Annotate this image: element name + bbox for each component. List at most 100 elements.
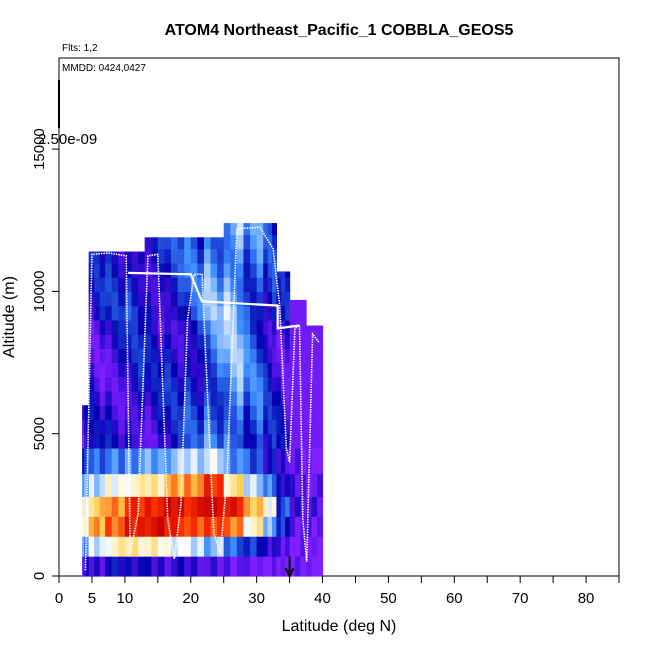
heatmap-cell <box>94 334 101 349</box>
heatmap-cell <box>144 433 152 449</box>
heatmap-cell <box>250 391 258 406</box>
heatmap-cell <box>197 447 205 475</box>
heatmap-cell <box>263 348 269 364</box>
heatmap-cell <box>164 447 172 475</box>
heatmap-cell <box>111 496 119 517</box>
heatmap-cell <box>256 262 264 278</box>
heatmap-cell <box>88 362 95 378</box>
heatmap-cell <box>184 391 192 406</box>
heatmap-cell <box>311 536 318 557</box>
heatmap-cell <box>272 262 278 278</box>
heatmap-cell <box>203 262 212 278</box>
heatmap-cell <box>94 473 101 497</box>
x-tick-label: 30 <box>248 590 265 607</box>
heatmap-cell <box>230 234 238 250</box>
heatmap-cell <box>151 536 159 557</box>
heatmap-cell <box>151 248 159 264</box>
heatmap-cell <box>105 419 113 435</box>
heatmap-cell <box>210 419 218 435</box>
heatmap-cell <box>230 405 238 421</box>
heatmap-cell <box>285 348 291 364</box>
heatmap-cell <box>118 419 126 435</box>
heatmap-cell <box>138 305 146 321</box>
heatmap-cell <box>88 405 95 421</box>
y-tick-label: 5000 <box>31 417 48 450</box>
heatmap-cell <box>84 496 88 517</box>
heatmap-cell <box>177 319 185 335</box>
heatmap-cell <box>230 556 238 577</box>
heatmap-cell <box>280 433 286 449</box>
heatmap-cell <box>88 447 95 475</box>
heatmap-cell <box>203 556 212 577</box>
heatmap-cell <box>157 362 166 378</box>
heatmap-cell <box>267 516 273 537</box>
heatmap-cell <box>184 516 192 537</box>
heatmap-cell <box>285 433 291 449</box>
heatmap-cell <box>131 536 139 557</box>
y-axis-label: Altitude (m) <box>1 276 18 358</box>
heatmap-cell <box>280 516 286 537</box>
heatmap-cell <box>157 516 166 537</box>
heatmap-cell <box>144 419 152 435</box>
heatmap-cell <box>138 516 146 537</box>
heatmap-cell <box>243 447 251 475</box>
heatmap-cell <box>272 556 278 577</box>
heatmap-cell <box>94 391 101 406</box>
heatmap-cell <box>223 405 231 421</box>
heatmap-cell <box>105 291 113 307</box>
heatmap-cell <box>317 419 324 435</box>
heatmap-cell <box>250 348 258 364</box>
heatmap-cell <box>197 391 205 406</box>
heatmap-cell <box>223 334 231 349</box>
heatmap-cell <box>276 516 282 537</box>
heatmap-cell <box>280 376 286 392</box>
heatmap-cell <box>263 419 269 435</box>
heatmap-cell <box>177 391 185 406</box>
heatmap-cell <box>105 334 113 349</box>
heatmap-cell <box>131 391 139 406</box>
heatmap-cell <box>236 496 245 517</box>
heatmap-cell <box>217 248 225 264</box>
heatmap-cell <box>217 348 225 364</box>
heatmap-cell <box>295 305 302 321</box>
heatmap-cell <box>118 291 126 307</box>
heatmap-cell <box>131 291 139 307</box>
heatmap-cell <box>144 277 152 292</box>
heatmap-cell <box>203 319 212 335</box>
heatmap-cell <box>263 496 269 517</box>
heatmap-cell <box>295 405 302 421</box>
heatmap-cell <box>289 348 296 364</box>
heatmap-cell <box>164 291 172 307</box>
heatmap-cell <box>300 334 307 349</box>
heatmap-cell <box>272 234 278 250</box>
heatmap-cell <box>306 405 313 421</box>
heatmap-cell <box>217 556 225 577</box>
heatmap-cell <box>250 419 258 435</box>
heatmap-cell <box>311 348 318 364</box>
heatmap-cell <box>164 433 172 449</box>
heatmap-cell <box>99 556 106 577</box>
heatmap-cell <box>164 248 172 264</box>
heatmap-cell <box>317 496 324 517</box>
heatmap-cell <box>111 516 119 537</box>
heatmap-cell <box>236 334 245 349</box>
heatmap-cell <box>138 362 146 378</box>
heatmap-cell <box>250 234 258 250</box>
heatmap-cell <box>223 391 231 406</box>
heatmap-cell <box>267 319 273 335</box>
heatmap-cell <box>317 391 324 406</box>
heatmap-cell <box>111 262 119 278</box>
heatmap-cell <box>243 334 251 349</box>
heatmap-cell <box>124 277 133 292</box>
heatmap-cell <box>272 405 278 421</box>
y-tick-label: 0 <box>31 572 48 580</box>
heatmap-cell <box>295 516 302 537</box>
heatmap-cell <box>317 376 324 392</box>
x-tick-label: 80 <box>578 590 595 607</box>
heatmap-cell <box>99 319 106 335</box>
heatmap-cell <box>289 496 296 517</box>
heatmap-cell <box>171 516 179 537</box>
heatmap-cell <box>86 496 90 517</box>
heatmap-cell <box>82 556 85 577</box>
heatmap-cell <box>94 376 101 392</box>
